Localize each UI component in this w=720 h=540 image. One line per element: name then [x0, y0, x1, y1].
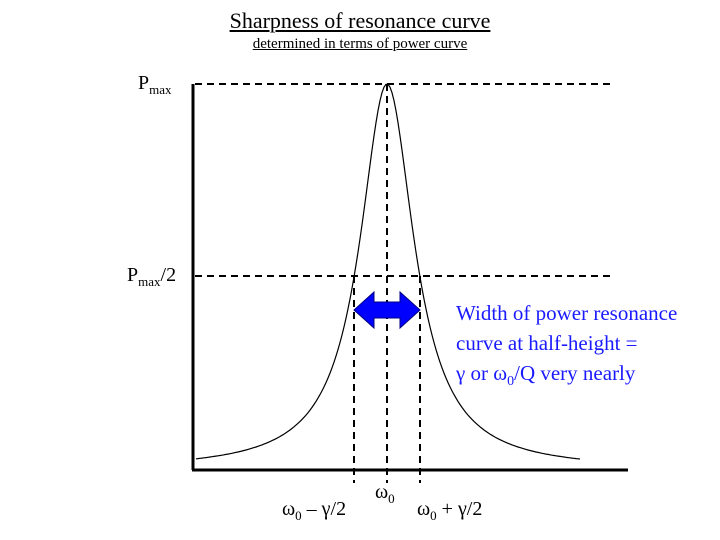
half-width-arrow: [353, 290, 421, 330]
annotation-line-1: Width of power resonance: [456, 301, 678, 325]
omega0-label: ω0: [375, 481, 395, 506]
half-power-label: Pmax/2: [127, 264, 177, 289]
page-title: Sharpness of resonance curve: [229, 8, 491, 33]
annotation-line-2: curve at half-height =: [456, 331, 638, 355]
omega-plus-label: ω0 + γ/2: [417, 498, 483, 523]
annotation-line-3: γ or ω0/Q very nearly: [456, 361, 636, 389]
half-width-annotation: Width of power resonance curve at half-h…: [456, 298, 677, 392]
resonance-curve: [195, 83, 581, 460]
omega-minus-label: ω0 – γ/2: [282, 498, 347, 523]
pmax-label: Pmax: [138, 72, 172, 97]
page-subtitle: determined in terms of power curve: [252, 36, 468, 52]
